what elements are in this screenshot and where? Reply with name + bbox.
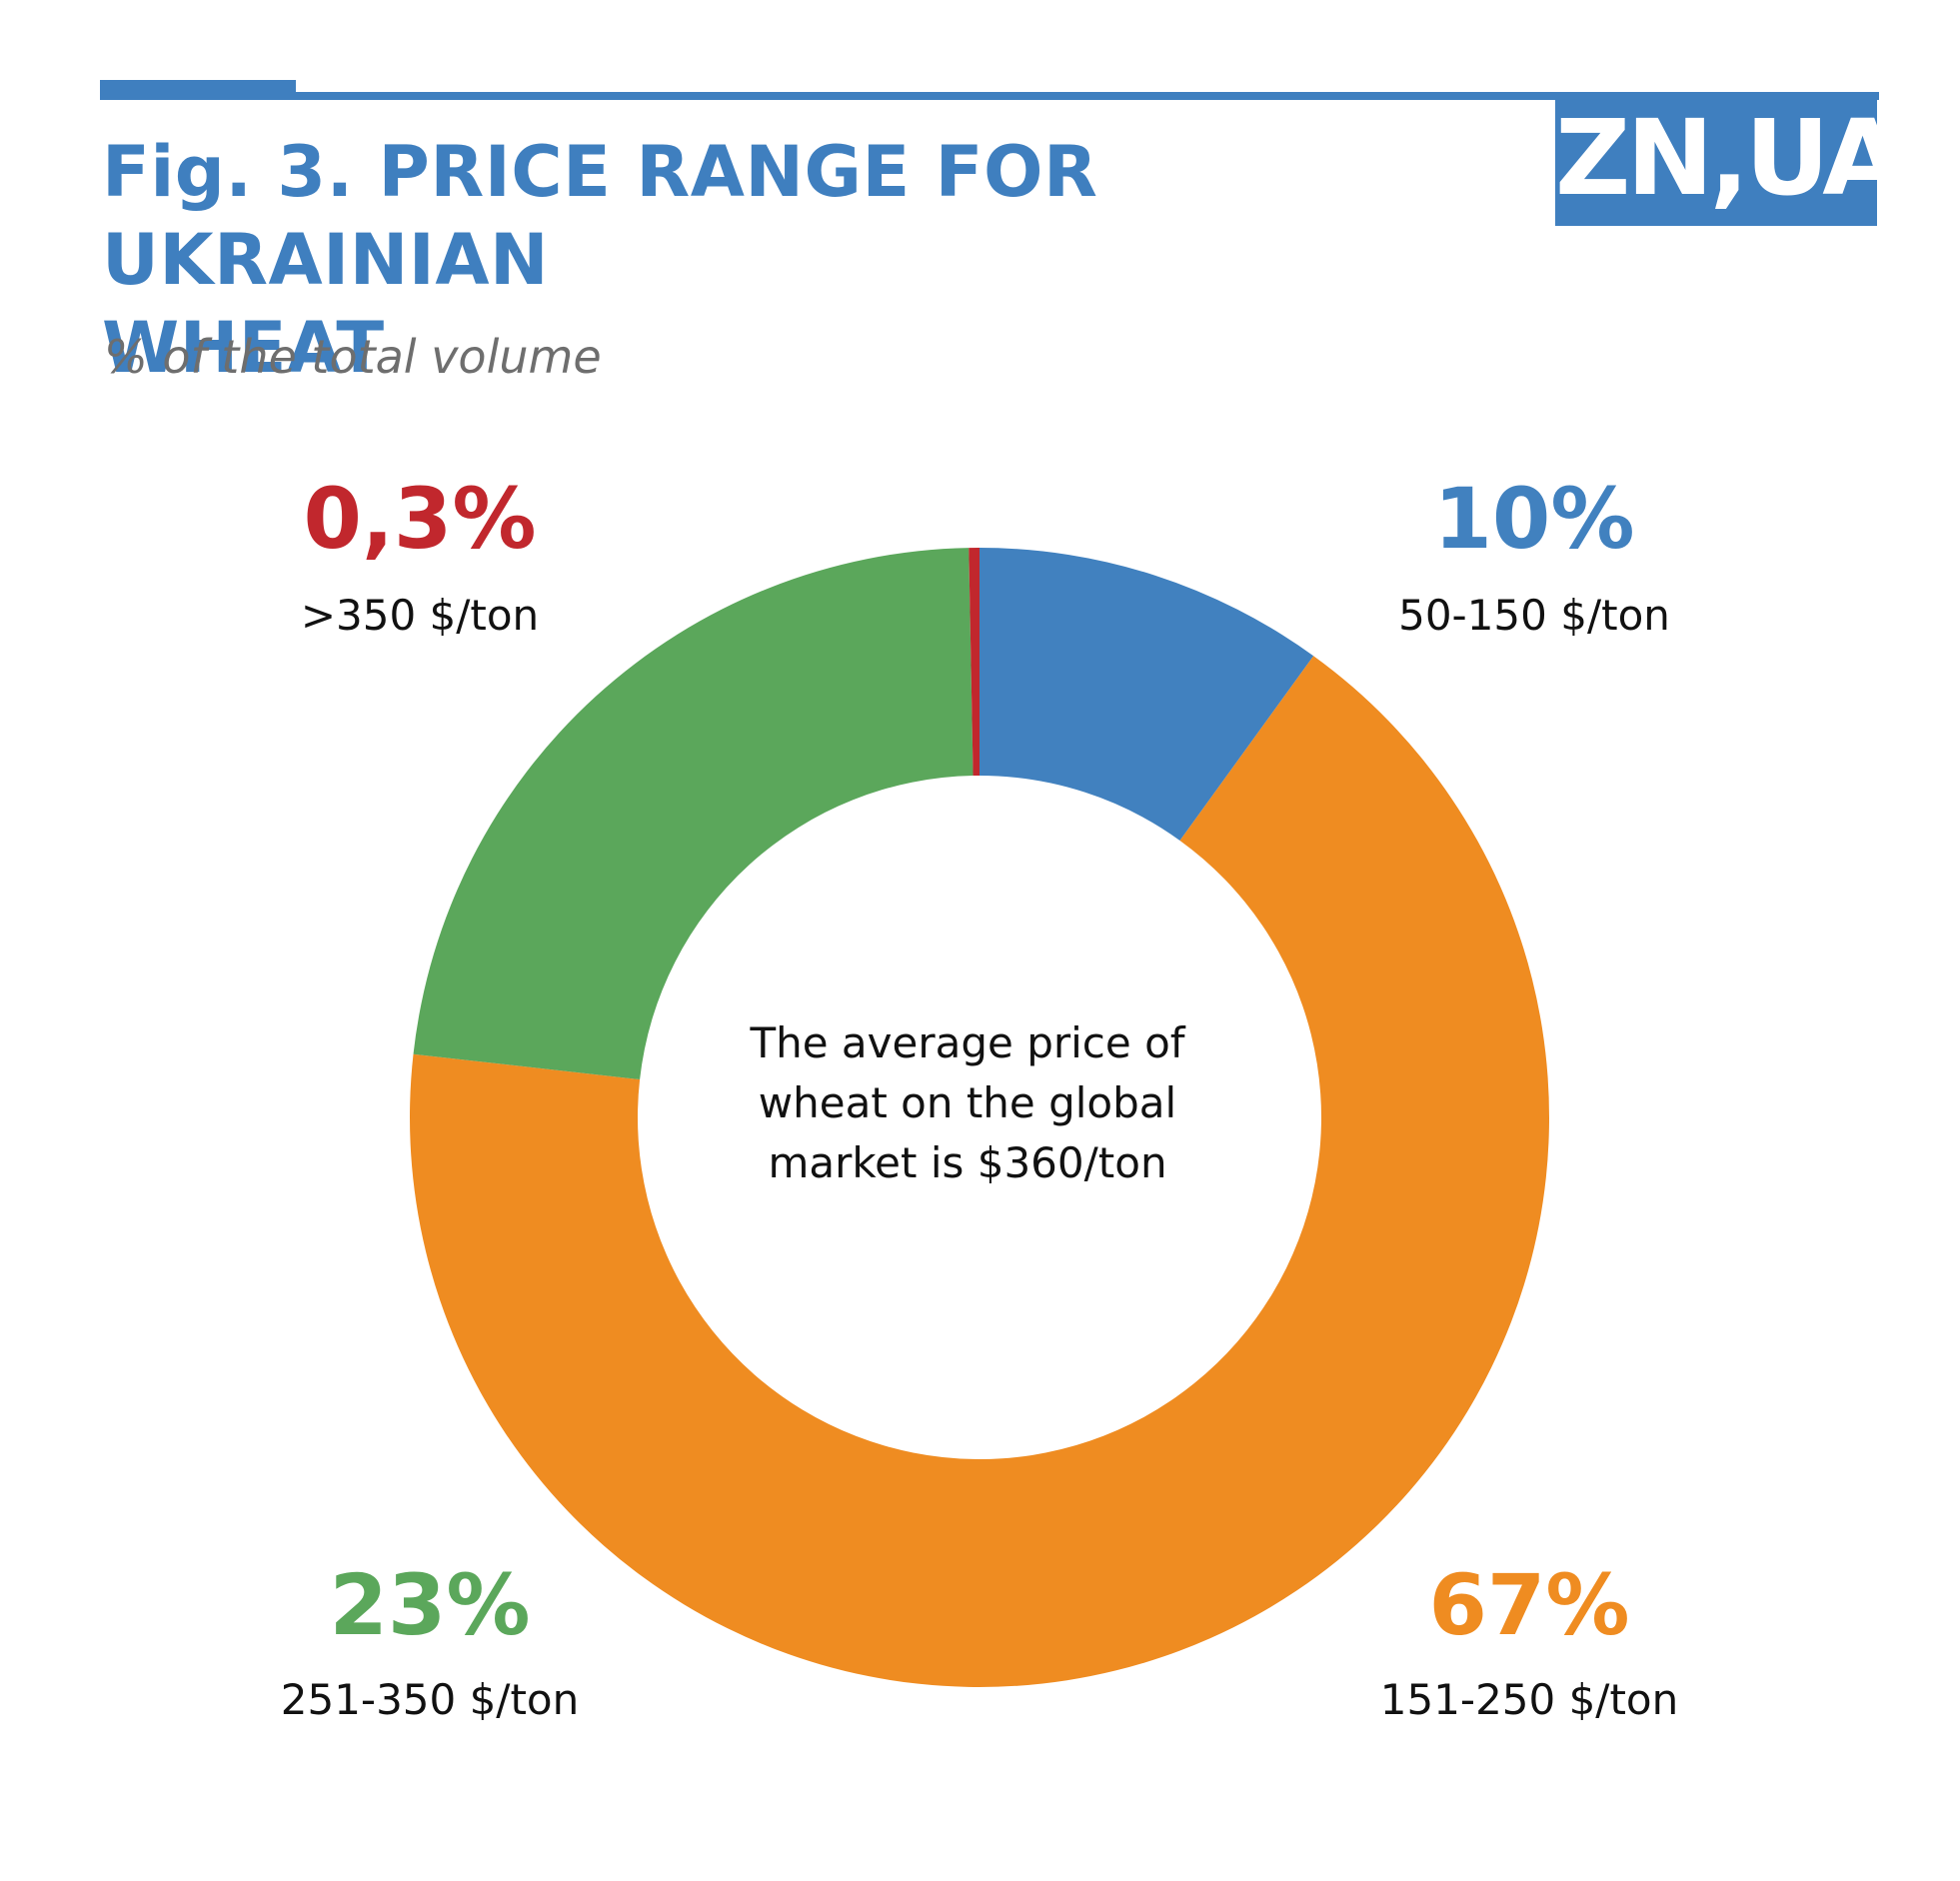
slice-range-label-3: >350 $/ton xyxy=(301,591,539,640)
donut-slice-1 xyxy=(409,656,1549,1688)
logo-badge xyxy=(1555,92,1877,244)
donut-slice-0 xyxy=(980,548,1314,841)
slice-value-labels: 10% 67% 23% 0,3% xyxy=(304,470,1635,1654)
logo-badge-shape xyxy=(1555,92,1877,244)
zn-ua-logo: ZN,UA xyxy=(1555,92,1903,244)
slice-range-labels: 50-150 $/ton 151-250 $/ton 251-350 $/ton >3… xyxy=(281,591,1679,1724)
slice-range-label-0: 50-150 $/ton xyxy=(1398,591,1670,640)
slice-value-label-1: 67% xyxy=(1428,1556,1629,1654)
slice-value-label-3: 0,3% xyxy=(304,470,537,568)
slice-range-label-2: 251-350 $/ton xyxy=(281,1675,580,1724)
header-rule xyxy=(100,92,1879,100)
donut-slice-2 xyxy=(413,548,974,1080)
chart-title-line-2: WHEAT xyxy=(102,307,385,389)
chart-title-line-1: Fig. 3. PRICE RANGE FOR UKRAINIAN xyxy=(102,131,1098,301)
center-note-line-3: market is $360/ton xyxy=(768,1138,1166,1187)
slice-value-label-0: 10% xyxy=(1433,470,1634,568)
slice-value-label-2: 23% xyxy=(329,1556,530,1654)
chart-title: Fig. 3. PRICE RANGE FOR UKRAINIAN WHEAT xyxy=(102,128,1501,392)
center-note-line-1: The average price of xyxy=(749,1018,1185,1067)
donut-slices xyxy=(409,548,1549,1688)
header-rule-accent xyxy=(100,80,296,100)
center-note-line-2: wheat on the global xyxy=(759,1078,1176,1127)
logo-text: ZN,UA xyxy=(1555,97,1903,219)
chart-subtitle: % of the total volume xyxy=(104,330,602,384)
center-note: The average price of wheat on the global m… xyxy=(749,1018,1185,1187)
slice-range-label-1: 151-250 $/ton xyxy=(1380,1675,1679,1724)
donut-slice-3 xyxy=(969,548,980,777)
